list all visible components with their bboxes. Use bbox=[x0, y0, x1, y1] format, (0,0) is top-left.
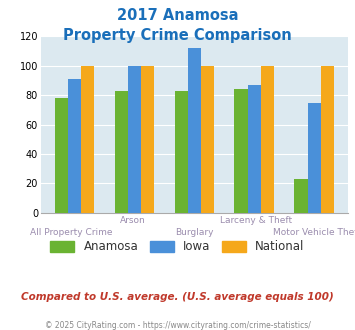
Bar bbox=[128, 66, 141, 213]
Text: Compared to U.S. average. (U.S. average equals 100): Compared to U.S. average. (U.S. average … bbox=[21, 292, 334, 302]
Text: All Property Crime: All Property Crime bbox=[30, 228, 113, 237]
Bar bbox=[294, 179, 307, 213]
Bar bbox=[188, 48, 201, 213]
Bar bbox=[321, 66, 334, 213]
Bar bbox=[81, 66, 94, 213]
Text: Motor Vehicle Theft: Motor Vehicle Theft bbox=[273, 228, 355, 237]
Bar bbox=[55, 98, 68, 213]
Text: Larceny & Theft: Larceny & Theft bbox=[220, 216, 292, 225]
Text: Property Crime Comparison: Property Crime Comparison bbox=[63, 28, 292, 43]
Bar bbox=[261, 66, 274, 213]
Bar bbox=[307, 103, 321, 213]
Text: Burglary: Burglary bbox=[175, 228, 214, 237]
Bar bbox=[115, 91, 128, 213]
Bar bbox=[235, 89, 248, 213]
Bar bbox=[201, 66, 214, 213]
Text: 2017 Anamosa: 2017 Anamosa bbox=[117, 8, 238, 23]
Bar bbox=[175, 91, 188, 213]
Text: © 2025 CityRating.com - https://www.cityrating.com/crime-statistics/: © 2025 CityRating.com - https://www.city… bbox=[45, 321, 310, 330]
Bar bbox=[141, 66, 154, 213]
Bar bbox=[248, 85, 261, 213]
Text: Arson: Arson bbox=[120, 216, 146, 225]
Legend: Anamosa, Iowa, National: Anamosa, Iowa, National bbox=[46, 236, 309, 258]
Bar bbox=[68, 79, 81, 213]
